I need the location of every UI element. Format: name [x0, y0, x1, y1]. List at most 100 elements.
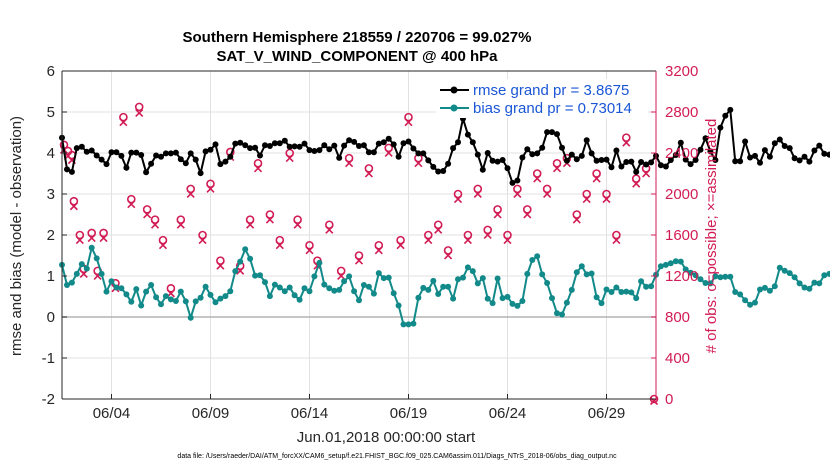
- rmse-point: [593, 157, 600, 164]
- bias-point: [212, 299, 219, 306]
- rmse-point: [687, 161, 694, 168]
- bias-point: [623, 288, 630, 295]
- rmse-point: [776, 136, 783, 143]
- obs-possible-marker: [443, 246, 453, 255]
- obs-assimilated-marker: [79, 269, 88, 278]
- bias-point: [197, 294, 204, 301]
- y2-tick-label: 2800: [665, 104, 698, 121]
- obs-assimilated-marker: [158, 241, 168, 250]
- bias-point: [613, 284, 620, 291]
- bias-point: [88, 244, 95, 251]
- rmse-point: [796, 157, 803, 164]
- bias-point: [464, 264, 471, 271]
- rmse-point: [588, 150, 595, 157]
- rmse-point: [435, 168, 442, 175]
- bias-point: [257, 272, 263, 279]
- bias-point: [633, 295, 640, 302]
- bias-point: [469, 268, 476, 275]
- obs-assimilated-marker: [463, 236, 472, 245]
- obs-assimilated-marker: [384, 148, 393, 158]
- rmse-point: [742, 138, 749, 145]
- bias-point: [732, 289, 739, 295]
- bias-point: [638, 278, 645, 285]
- bias-point: [306, 288, 313, 295]
- rmse-point: [316, 147, 323, 154]
- bias-point: [460, 274, 466, 281]
- obs-assimilated-marker: [135, 108, 144, 118]
- bias-point: [276, 284, 283, 291]
- rmse-point: [573, 156, 580, 163]
- obs-assimilated-marker: [404, 118, 413, 127]
- bias-point: [415, 294, 422, 301]
- bias-point: [162, 293, 169, 300]
- rmse-point: [737, 158, 744, 165]
- bias-point: [133, 286, 140, 293]
- y2-tick-labels: 0 400 800 1200 1600 2000 2400 2800 3200: [665, 63, 698, 408]
- rmse-point: [806, 158, 813, 165]
- obs-assimilated-marker: [592, 174, 601, 183]
- x-tick-label: 06/09: [192, 405, 230, 422]
- rmse-point: [370, 149, 377, 156]
- rmse-point: [598, 157, 605, 163]
- bias-point: [128, 298, 135, 305]
- y-tick-label: 6: [47, 63, 55, 80]
- rmse-point: [638, 159, 645, 165]
- obs-possible-marker: [572, 210, 582, 219]
- obs-assimilated-marker: [374, 246, 383, 255]
- rmse-point: [192, 156, 199, 163]
- bias-point: [529, 257, 536, 263]
- obs-assimilated-marker: [364, 169, 373, 178]
- rmse-point: [365, 149, 372, 156]
- bias-point: [801, 284, 808, 291]
- rmse-point: [242, 142, 249, 149]
- rmse-point: [534, 150, 541, 157]
- bias-point: [435, 291, 442, 297]
- obs-assimilated-marker: [543, 189, 552, 199]
- bias-point: [583, 271, 590, 278]
- obs-possible-marker: [374, 240, 384, 250]
- rmse-point: [103, 161, 110, 168]
- rmse-point: [479, 166, 486, 173]
- obs-possible-marker: [176, 215, 186, 224]
- bias-point: [826, 270, 830, 277]
- rmse-point: [222, 158, 229, 165]
- obs-possible-marker: [364, 164, 374, 173]
- legend: rmse grand pr = 3.8675 bias grand pr = 0…: [436, 79, 648, 118]
- rmse-point: [148, 160, 155, 167]
- obs-assimilated-marker: [424, 236, 433, 245]
- bias-point: [588, 270, 595, 277]
- rmse-point: [484, 150, 491, 156]
- rmse-point: [296, 143, 303, 150]
- obs-assimilated-marker: [513, 189, 522, 199]
- rmse-point: [182, 160, 189, 167]
- rmse-point: [118, 152, 125, 159]
- obs-assimilated-marker: [396, 241, 405, 250]
- rmse-point: [524, 146, 531, 153]
- bias-point: [227, 288, 234, 295]
- bias-point: [247, 255, 254, 262]
- x-tick-label: 06/14: [291, 405, 329, 422]
- obs-assimilated-marker: [337, 271, 346, 281]
- bias-point: [148, 282, 155, 288]
- rmse-point: [262, 142, 268, 149]
- x-axis-label: Jun.01,2018 00:00:00 start: [297, 429, 476, 446]
- bias-point: [78, 261, 85, 268]
- bias-point: [662, 261, 669, 268]
- bias-point: [440, 283, 447, 290]
- chart-subtitle: SAT_V_WIND_COMPONENT @ 400 hPa: [216, 48, 498, 65]
- rmse-point: [380, 139, 387, 146]
- rmse-point: [405, 138, 412, 145]
- bias-point: [202, 283, 209, 290]
- bias-point: [113, 284, 120, 291]
- bias-point: [549, 295, 555, 302]
- bias-point: [365, 283, 372, 290]
- rmse-point: [633, 168, 640, 175]
- obs-possible-marker: [324, 220, 334, 230]
- x-tick-label: 06/24: [489, 405, 527, 422]
- bias-point: [628, 289, 635, 296]
- obs-assimilated-marker: [602, 195, 611, 204]
- rmse-point: [549, 129, 555, 136]
- obs-assimilated-marker: [414, 159, 423, 168]
- y2-tick-label: 800: [665, 309, 690, 326]
- obs-possible-marker: [216, 256, 225, 265]
